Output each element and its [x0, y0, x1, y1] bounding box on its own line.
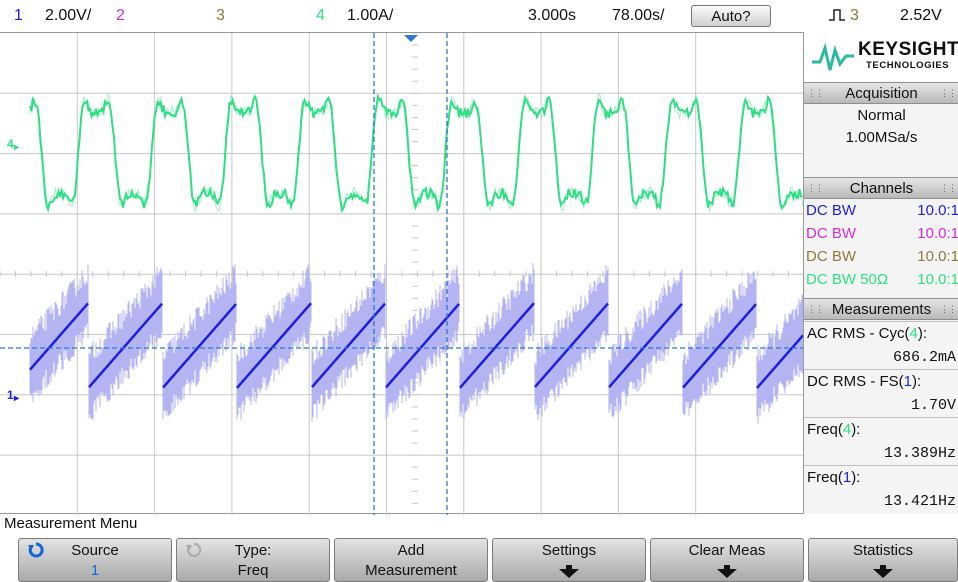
channel-coupling: DC BW: [806, 248, 856, 265]
measurement-value: 1.70V: [910, 397, 956, 414]
keysight-logo: KEYSIGHT TECHNOLOGIES: [804, 32, 958, 82]
ch1-scale[interactable]: 2.00V/: [45, 7, 92, 24]
measurement-label: AC RMS - Cyc(4):: [807, 325, 928, 342]
ch1-waveform: [29, 302, 803, 389]
rotate-knob-icon: [186, 542, 202, 557]
channel-probe: 10.0:1: [917, 202, 958, 219]
acquisition-header[interactable]: ⋮⋮ Acquisition ⋮⋮: [804, 82, 958, 104]
channel-row-4[interactable]: DC BW 50Ω 10.0:1: [804, 269, 958, 291]
ch1-ground-marker[interactable]: 1: [7, 388, 14, 402]
grip-icon: ⋮⋮: [807, 304, 824, 314]
grip-icon: ⋮⋮: [807, 88, 824, 98]
ch1-marker-arrow: ▸: [14, 393, 20, 404]
rising-edge-icon: [829, 9, 845, 21]
brand-sub: TECHNOLOGIES: [866, 60, 950, 71]
softkey-label: Source: [71, 542, 119, 559]
ch4-number[interactable]: 4: [316, 7, 325, 24]
measurement-item-4[interactable]: Freq(1): 13.421Hz: [804, 465, 958, 514]
softkey-label: Statistics: [852, 542, 913, 559]
softkey-label: Add: [397, 542, 425, 559]
measurement-item-3[interactable]: Freq(4): 13.389Hz: [804, 417, 958, 465]
type-softkey[interactable]: Type: Freq: [176, 538, 330, 582]
channel-probe: 10.0:1: [917, 248, 958, 265]
info-panel: KEYSIGHT TECHNOLOGIES ⋮⋮ Acquisition ⋮⋮ …: [803, 32, 958, 514]
channel-probe: 10.0:1: [917, 225, 958, 242]
measurement-label: Freq(1):: [807, 469, 861, 486]
arrow-down-icon: [559, 565, 579, 578]
ch4-waveform: [29, 93, 803, 214]
ch2-number[interactable]: 2: [116, 7, 125, 24]
run-mode-button[interactable]: Auto?: [691, 5, 771, 27]
brand-name: KEYSIGHT: [858, 39, 958, 60]
channel-coupling: DC BW: [806, 225, 856, 242]
trigger-source[interactable]: 3: [850, 7, 859, 24]
channel-coupling: DC BW 50Ω: [806, 271, 889, 288]
source-softkey[interactable]: Source 1: [18, 538, 172, 582]
menu-title: Measurement Menu: [4, 515, 138, 532]
softkey-label: Settings: [541, 542, 597, 559]
channel-row-1[interactable]: DC BW 10.0:1: [804, 200, 958, 222]
softkey-value: Freq: [237, 562, 269, 579]
measurement-value: 686.2mA: [892, 349, 956, 366]
statistics-softkey[interactable]: Statistics: [808, 538, 958, 582]
keysight-wave-logo: [812, 42, 854, 71]
channel-row-3[interactable]: DC BW 10.0:1: [804, 246, 958, 268]
ch3-number[interactable]: 3: [216, 7, 225, 24]
graticule: [0, 33, 803, 515]
rotate-knob-icon: [28, 542, 44, 558]
channels-header-label: Channels: [849, 180, 914, 197]
time-scale[interactable]: 78.00s/: [612, 7, 665, 24]
measurement-item-1[interactable]: AC RMS - Cyc(4): 686.2mA: [804, 321, 958, 369]
measurement-label: Freq(4):: [807, 421, 861, 438]
clear-meas-softkey[interactable]: Clear Meas: [650, 538, 804, 582]
grip-icon: ⋮⋮: [940, 304, 957, 314]
measurement-value: 13.421Hz: [883, 493, 956, 510]
grip-icon: ⋮⋮: [807, 183, 824, 193]
acquisition-header-label: Acquisition: [845, 85, 918, 102]
ch4-scale[interactable]: 1.00A/: [347, 7, 394, 24]
measurement-value: 13.389Hz: [883, 445, 956, 462]
status-bar: 1 2.00V/ 2 3 4 1.00A/ 3.000s 78.00s/ Aut…: [0, 0, 958, 32]
measurement-item-2[interactable]: DC RMS - FS(1): 1.70V: [804, 369, 958, 417]
acquisition-mode: Normal: [857, 107, 906, 124]
ch4-ground-marker[interactable]: 4: [7, 137, 14, 151]
channel-coupling: DC BW: [806, 202, 856, 219]
measurements-header-label: Measurements: [831, 301, 932, 318]
softkey-label: Clear Meas: [688, 542, 766, 559]
grip-icon: ⋮⋮: [940, 183, 957, 193]
measurements-header[interactable]: ⋮⋮ Measurements ⋮⋮: [804, 298, 958, 320]
measurement-label: DC RMS - FS(1):: [807, 373, 922, 390]
trigger-position-marker: [404, 35, 418, 42]
ch1-number[interactable]: 1: [14, 7, 23, 24]
add-measurement-softkey[interactable]: Add Measurement: [334, 538, 488, 582]
acquisition-rate: 1.00MSa/s: [845, 129, 918, 146]
settings-softkey[interactable]: Settings: [492, 538, 646, 582]
grip-icon: ⋮⋮: [940, 88, 957, 98]
softkey-label: Type:: [234, 542, 272, 559]
ch1-noise-band: [29, 262, 803, 425]
channels-header[interactable]: ⋮⋮ Channels ⋮⋮: [804, 177, 958, 199]
waveform-display[interactable]: 4 ▸ 1 ▸: [0, 32, 803, 515]
ch4-marker-arrow: ▸: [14, 142, 20, 153]
channel-row-2[interactable]: DC BW 10.0:1: [804, 223, 958, 245]
arrow-down-icon: [873, 565, 893, 578]
time-delay[interactable]: 3.000s: [528, 7, 577, 24]
trigger-level[interactable]: 2.52V: [900, 7, 942, 24]
softkey-value: 1: [90, 562, 100, 579]
softkey-label-line2: Measurement: [365, 562, 457, 579]
arrow-down-icon: [717, 565, 737, 578]
channel-probe: 10.0:1: [917, 271, 958, 288]
ch4-waveform-persistence: [29, 93, 803, 214]
